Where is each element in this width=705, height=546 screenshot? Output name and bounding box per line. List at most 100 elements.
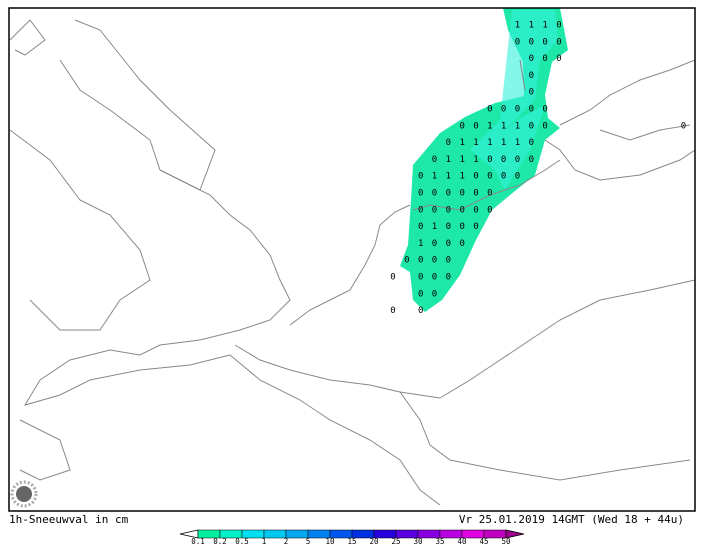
legend-label: 25 [391,537,400,546]
grid-value: 0 [432,239,437,249]
legend-label: 15 [347,537,356,546]
grid-value: 1 [515,121,520,131]
grid-value: 0 [418,205,423,215]
grid-value: 0 [459,205,464,215]
grid-value: 0 [418,172,423,182]
grid-value: 0 [418,256,423,266]
grid-value: 0 [432,273,437,283]
grid-value: 0 [529,54,534,64]
grid-value: 0 [446,138,451,148]
legend-label: 10 [325,537,335,546]
grid-value: 1 [542,21,547,31]
grid-value: 1 [529,21,534,31]
grid-value: 0 [542,37,547,47]
grid-value: 0 [487,189,492,199]
grid-value: 0 [515,155,520,165]
grid-value: 0 [515,37,520,47]
grid-value: 0 [432,155,437,165]
legend-cell [263,529,287,539]
grid-value: 1 [446,172,451,182]
grid-value: 0 [446,256,451,266]
grid-value: 0 [446,189,451,199]
grid-value: 0 [432,289,437,299]
grid-value: 1 [446,155,451,165]
grid-value: 0 [459,222,464,232]
grid-value: 0 [432,256,437,266]
grid-value: 1 [459,155,464,165]
grid-value: 0 [459,121,464,131]
sun-icon [10,480,38,508]
legend-label: 45 [479,537,488,546]
grid-value: 0 [556,54,561,64]
grid-value: 1 [432,172,437,182]
legend-label: 20 [369,537,379,546]
grid-value: 0 [390,273,395,283]
grid-value: 0 [418,189,423,199]
grid-value: 0 [473,172,478,182]
grid-value: 0 [542,54,547,64]
grid-value: 0 [529,37,534,47]
grid-value: 0 [473,222,478,232]
grid-value: 1 [459,138,464,148]
grid-value: 0 [529,105,534,115]
snow-area-heavier [470,10,558,190]
legend-label: 35 [435,537,444,546]
legend-arrow-high [505,529,525,539]
grid-value: 0 [529,88,534,98]
grid-value: 1 [487,121,492,131]
grid-value: 0 [446,222,451,232]
grid-value: 0 [487,105,492,115]
legend-cell [285,529,309,539]
grid-value: 1 [515,138,520,148]
grid-value: 0 [390,306,395,316]
legend-label: 0.1 [191,537,205,546]
grid-value: 0 [515,172,520,182]
grid-value: 0 [432,205,437,215]
legend-label: 2 [284,537,289,546]
grid-value: 0 [446,205,451,215]
valid-time: Vr 25.01.2019 14GMT (Wed 18 + 44u) [459,513,684,526]
grid-value: 0 [529,155,534,165]
grid-value: 0 [418,306,423,316]
grid-value: 1 [515,21,520,31]
grid-value: 0 [446,239,451,249]
grid-value: 1 [501,138,506,148]
grid-value: 0 [446,273,451,283]
grid-value: 0 [459,239,464,249]
grid-value: 0 [501,155,506,165]
grid-value: 1 [473,138,478,148]
grid-value: 0 [556,21,561,31]
legend-label: 30 [413,537,423,546]
grid-value: 0 [418,222,423,232]
coastlines [9,19,696,506]
grid-value: 0 [418,289,423,299]
grid-value: 1 [459,172,464,182]
legend-label: 5 [306,537,311,546]
grid-value: 1 [473,155,478,165]
grid-value: 0 [681,121,686,131]
grid-value: 0 [529,121,534,131]
map-frame [8,7,696,512]
grid-value: 0 [404,256,409,266]
grid-value: 0 [473,205,478,215]
grid-value: 1 [501,121,506,131]
grid-value: 0 [556,37,561,47]
color-legend: 0.1 0.2 0.5 1 2 5 10 15 20 25 30 35 40 45 50 [179,529,525,546]
grid-value: 0 [529,138,534,148]
legend-label: 50 [501,537,511,546]
legend-label: 40 [457,537,467,546]
grid-value: 0 [501,105,506,115]
grid-value: 0 [501,172,506,182]
grid-value: 1 [487,138,492,148]
grid-value: 0 [432,189,437,199]
legend-label: 1 [262,537,267,546]
legend-label: 0.5 [235,537,249,546]
legend-label: 0.2 [213,537,227,546]
grid-value: 0 [487,205,492,215]
grid-value: 0 [542,121,547,131]
grid-value: 1 [418,239,423,249]
grid-value: 0 [529,71,534,81]
